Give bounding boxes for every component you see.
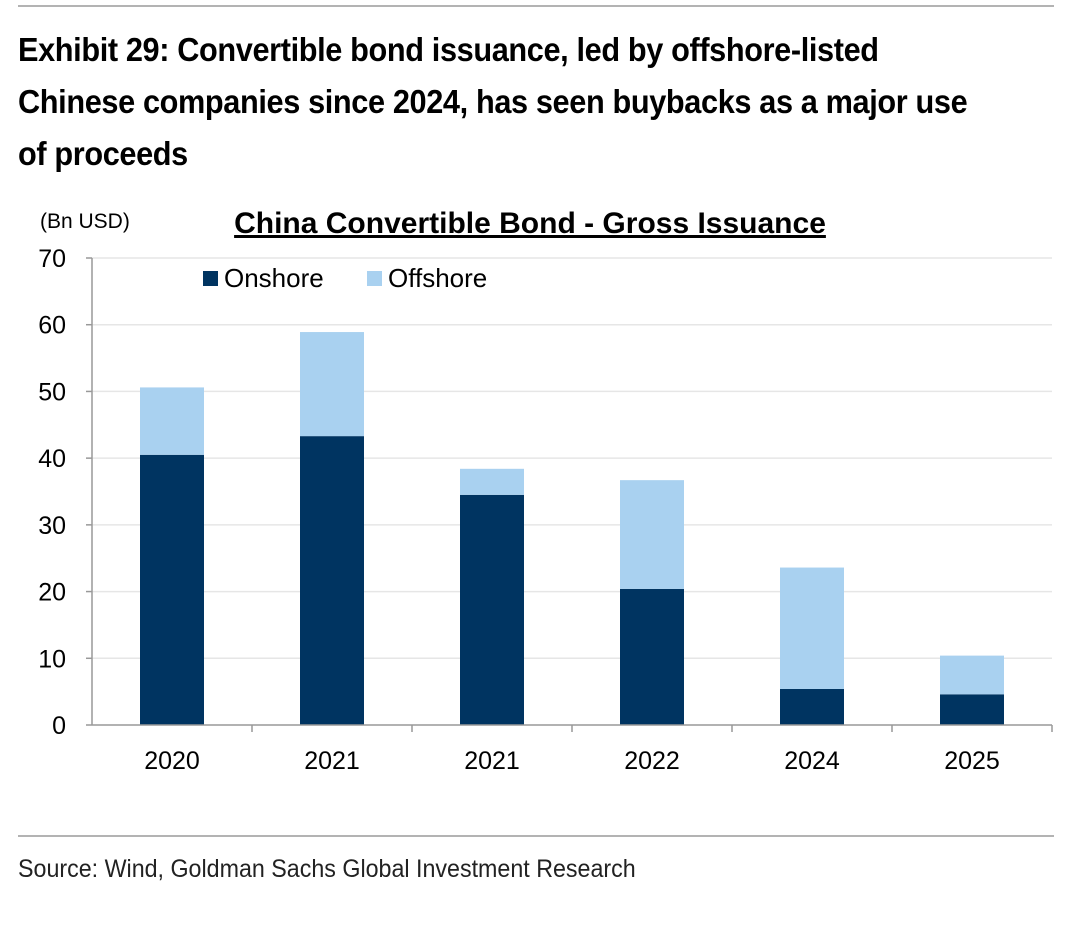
bar-onshore (940, 694, 1004, 725)
y-tick-label: 20 (38, 579, 66, 607)
bottom-rule (18, 835, 1054, 837)
y-tick-label: 30 (38, 512, 66, 540)
legend-label-onshore: Onshore (224, 263, 324, 293)
bar-offshore (940, 655, 1004, 695)
y-tick-label: 50 (38, 378, 66, 406)
top-rule (18, 5, 1054, 7)
bar-offshore (780, 567, 844, 689)
y-tick-label: 0 (52, 712, 66, 740)
bar-offshore (140, 387, 204, 455)
x-tick-label: 2024 (784, 747, 840, 775)
bar-onshore (140, 454, 204, 725)
bar-offshore (300, 332, 364, 437)
bar-onshore (300, 436, 364, 725)
x-tick-label: 2021 (464, 747, 520, 775)
bar-offshore (460, 468, 524, 495)
legend-label-offshore: Offshore (388, 263, 487, 293)
x-tick-label: 2021 (304, 747, 360, 775)
bar-offshore (620, 480, 684, 589)
y-tick-label: 40 (38, 445, 66, 473)
x-tick-label: 2025 (944, 747, 1000, 775)
chart-title: China Convertible Bond - Gross Issuance (234, 207, 826, 240)
y-tick-label: 70 (38, 245, 66, 273)
legend-swatch-offshore (367, 271, 382, 286)
x-tick-label: 2022 (624, 747, 680, 775)
bar-onshore (780, 688, 844, 725)
legend-swatch-onshore (203, 271, 218, 286)
bar-onshore (620, 588, 684, 725)
exhibit-title: Exhibit 29: Convertible bond issuance, l… (18, 31, 968, 172)
legend: Onshore Offshore (203, 263, 487, 293)
x-tick-label: 2020 (144, 747, 200, 775)
axes: 0 10 20 30 40 50 60 70 2020 2021 2021 2022 2024 2025 (38, 245, 1053, 775)
bars (140, 332, 1004, 725)
y-tick-label: 60 (38, 312, 66, 340)
source-note: Source: Wind, Goldman Sachs Global Inves… (18, 855, 636, 883)
y-tick-label: 10 (38, 645, 66, 673)
chart: China Convertible Bond - Gross Issuance … (38, 207, 1053, 775)
bar-onshore (460, 494, 524, 725)
gridlines (92, 257, 1052, 660)
y-axis-unit-label: (Bn USD) (40, 210, 130, 233)
